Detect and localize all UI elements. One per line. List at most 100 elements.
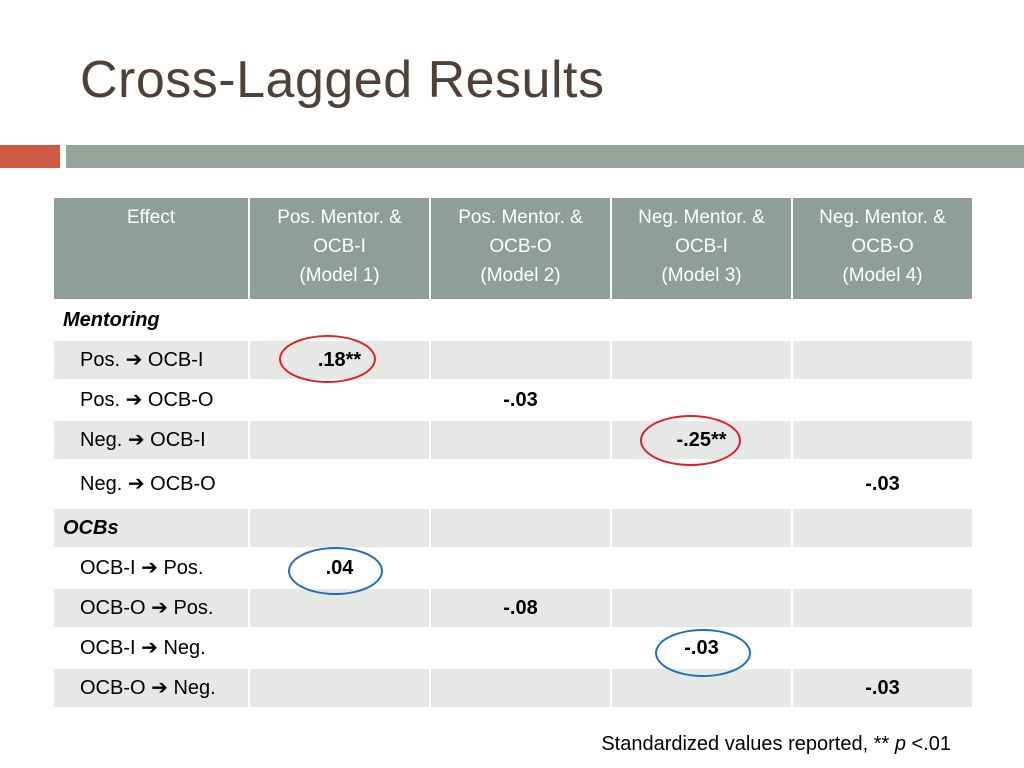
effect-label: Neg. ➔ OCB-O [52, 459, 250, 509]
effect-label: OCB-I ➔ Pos. [52, 547, 250, 589]
right-arrow-icon: ➔ [141, 557, 158, 579]
column-header-model-1: Pos. Mentor. & OCB-I (Model 1) [248, 196, 431, 301]
effect-source: OCB-O [80, 677, 146, 699]
value-cell [248, 627, 431, 669]
p-value-symbol: p [894, 733, 906, 755]
value-cell [610, 667, 793, 709]
value-cell [610, 587, 793, 629]
table-row: OCB-O ➔ Neg. -.03 [52, 667, 974, 709]
table-row: Neg. ➔ OCB-I -.25** [52, 419, 974, 461]
value-cell: -.08 [429, 587, 612, 629]
value-cell [791, 419, 974, 461]
column-header-model-2: Pos. Mentor. & OCB-O (Model 2) [429, 196, 612, 301]
right-arrow-icon: ➔ [125, 389, 143, 411]
header-line: Effect [126, 207, 176, 228]
value-cell: .18** [248, 339, 431, 381]
header-line: Neg. Mentor. & [638, 207, 765, 228]
section-title: OCBs [52, 507, 250, 549]
table-row: Pos. ➔ OCB-I .18** [52, 339, 974, 381]
value-cell: -.03 [610, 627, 793, 669]
value-cell [610, 459, 793, 509]
header-line: OCB-I [675, 236, 728, 257]
effect-source: OCB-I [80, 557, 136, 579]
value-cell [791, 547, 974, 589]
right-arrow-icon: ➔ [151, 597, 168, 619]
effect-source: OCB-O [80, 597, 146, 619]
value-cell: -.03 [791, 459, 974, 509]
effect-label: OCB-O ➔ Neg. [52, 667, 250, 709]
right-arrow-icon: ➔ [141, 637, 158, 659]
section-row-mentoring: Mentoring [52, 299, 974, 341]
header-line: (Model 4) [842, 265, 923, 286]
value-cell [248, 459, 431, 509]
column-header-effect: Effect [52, 196, 250, 301]
value-cell [248, 587, 431, 629]
effect-label: Pos. ➔ OCB-O [52, 379, 250, 421]
table-row: OCB-I ➔ Pos. .04 [52, 547, 974, 589]
header-line: (Model 2) [480, 265, 561, 286]
right-arrow-icon: ➔ [125, 349, 143, 371]
value-cell [248, 419, 431, 461]
effect-target: Pos. [163, 557, 204, 579]
empty-cell [429, 507, 612, 549]
value-cell [429, 339, 612, 381]
value-cell [791, 339, 974, 381]
header-line: Pos. Mentor. & [458, 207, 583, 228]
table-row: Neg. ➔ OCB-O -.03 [52, 459, 974, 509]
effect-label: Pos. ➔ OCB-I [52, 339, 250, 381]
table-row: OCB-O ➔ Pos. -.08 [52, 587, 974, 629]
header-line: Neg. Mentor. & [819, 207, 946, 228]
results-table: Effect Pos. Mentor. & OCB-I (Model 1) Po… [52, 196, 974, 709]
value-cell [791, 587, 974, 629]
effect-label: Neg. ➔ OCB-I [52, 419, 250, 461]
empty-cell [610, 507, 793, 549]
value-cell [791, 379, 974, 421]
header-line: (Model 1) [299, 265, 380, 286]
header-line: (Model 3) [661, 265, 742, 286]
value-cell [791, 627, 974, 669]
right-arrow-icon: ➔ [151, 677, 168, 699]
effect-label: OCB-I ➔ Neg. [52, 627, 250, 669]
effect-target: Neg. [173, 677, 216, 699]
table-row: OCB-I ➔ Neg. -.03 [52, 627, 974, 669]
effect-target: Neg. [163, 637, 206, 659]
slide-title: Cross-Lagged Results [80, 51, 605, 109]
effect-source: OCB-I [80, 637, 136, 659]
effect-target: OCB-O [147, 389, 214, 411]
effect-source: Neg. [80, 429, 123, 451]
p-value-threshold: <.01 [905, 733, 952, 755]
effect-target: OCB-I [150, 429, 206, 451]
title-divider-bar [66, 145, 1024, 168]
value-cell [429, 547, 612, 589]
header-line: Pos. Mentor. & [277, 207, 402, 228]
value-cell: -.03 [791, 667, 974, 709]
right-arrow-icon: ➔ [127, 429, 145, 451]
value-cell [429, 667, 612, 709]
empty-cell [791, 507, 974, 549]
footnote-text: Standardized values reported, ** [601, 733, 895, 755]
header-line: OCB-I [313, 236, 366, 257]
value-cell [610, 379, 793, 421]
header-line: OCB-O [851, 236, 914, 257]
value-cell: -.25** [610, 419, 793, 461]
value-cell [610, 547, 793, 589]
value-cell: -.03 [429, 379, 612, 421]
value-cell [610, 339, 793, 381]
value-cell: .04 [248, 547, 431, 589]
header-line: OCB-O [489, 236, 552, 257]
empty-cell [248, 299, 431, 341]
effect-source: Pos. [80, 349, 121, 371]
value-cell [248, 667, 431, 709]
empty-cell [248, 507, 431, 549]
right-arrow-icon: ➔ [127, 473, 145, 495]
effect-label: OCB-O ➔ Pos. [52, 587, 250, 629]
effect-source: Neg. [80, 473, 123, 495]
value-cell [429, 459, 612, 509]
effect-source: Pos. [80, 389, 121, 411]
empty-cell [429, 299, 612, 341]
effect-target: OCB-I [147, 349, 204, 371]
section-title: Mentoring [52, 299, 250, 341]
value-cell [248, 379, 431, 421]
column-header-model-3: Neg. Mentor. & OCB-I (Model 3) [610, 196, 793, 301]
value-cell [429, 419, 612, 461]
